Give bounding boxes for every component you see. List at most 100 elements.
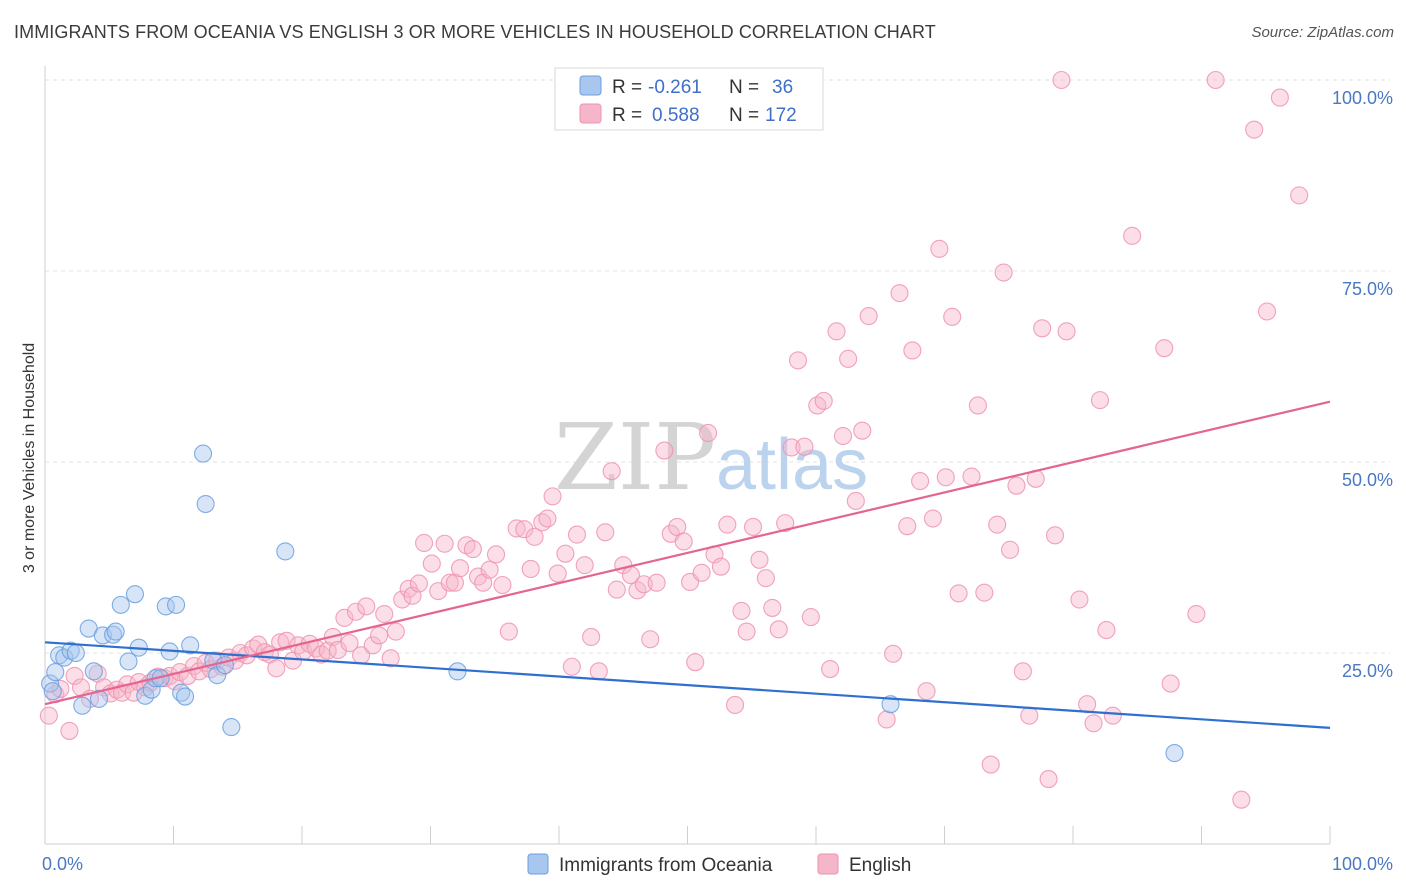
legend-n-value-english: 172	[765, 105, 797, 126]
series-legend-swatch-english	[817, 853, 839, 875]
oceania-point-35	[448, 662, 467, 681]
english-point-130	[839, 349, 858, 368]
english-point-148	[975, 583, 994, 602]
english-point-158	[1039, 770, 1058, 789]
english-point-134	[877, 710, 896, 729]
english-point-160	[1052, 70, 1071, 90]
english-point-114	[737, 622, 756, 641]
english-point-170	[1161, 674, 1180, 693]
english-point-136	[890, 284, 909, 303]
english-point-162	[1070, 590, 1089, 609]
oceania-point-16	[125, 585, 144, 604]
oceania-point-33	[222, 718, 241, 737]
oceania-point-7	[73, 696, 92, 715]
english-point-118	[763, 598, 782, 617]
english-point-66	[435, 534, 454, 553]
english-point-145	[949, 584, 968, 603]
english-point-150	[988, 515, 1007, 534]
english-point-116	[750, 550, 769, 569]
english-point-49	[335, 608, 354, 627]
english-point-125	[808, 396, 827, 415]
english-point-67	[440, 573, 459, 592]
english-point-140	[917, 682, 936, 701]
english-point-0	[39, 706, 58, 725]
english-point-120	[776, 514, 795, 533]
english-point-93	[602, 462, 621, 481]
english-point-99	[641, 630, 660, 649]
oceania-points	[41, 444, 1184, 763]
english-point-56	[375, 604, 394, 624]
english-point-107	[692, 563, 711, 582]
english-point-91	[589, 662, 608, 681]
english-point-85	[548, 564, 567, 583]
english-point-76	[493, 575, 512, 595]
english-points	[39, 70, 1309, 809]
source-label: Source: ZipAtlas.com	[1251, 24, 1394, 41]
english-point-92	[596, 523, 615, 542]
english-point-87	[562, 657, 581, 676]
english-point-69	[451, 559, 470, 578]
english-point-126	[814, 391, 833, 410]
english-point-37	[267, 659, 286, 678]
english-point-119	[769, 620, 788, 639]
english-point-39	[277, 631, 296, 650]
english-point-172	[1206, 70, 1225, 90]
english-point-133	[859, 307, 878, 326]
english-point-3	[60, 721, 79, 740]
series-legend-label-oceania: Immigrants from Oceania	[559, 855, 773, 876]
english-point-121	[782, 438, 801, 457]
watermark: ZIP atlas	[554, 404, 868, 511]
english-point-147	[968, 396, 987, 415]
trend-lines	[44, 400, 1331, 729]
english-point-132	[853, 421, 872, 440]
legend-n-label-english: N =	[729, 105, 759, 126]
english-point-81	[525, 527, 544, 546]
english-point-123	[795, 437, 814, 456]
y-tick-label-3: 100.0%	[1332, 88, 1393, 108]
oceania-point-12	[104, 625, 123, 644]
english-point-174	[1245, 120, 1264, 139]
english-point-79	[515, 520, 534, 539]
y-axis-label: 3 or more Vehicles in Household	[21, 343, 38, 573]
english-point-164	[1084, 714, 1103, 733]
english-point-173	[1232, 790, 1251, 809]
english-point-62	[409, 574, 428, 593]
english-point-161	[1057, 322, 1076, 341]
english-point-117	[756, 569, 775, 588]
english-point-86	[556, 544, 575, 563]
english-point-165	[1090, 391, 1110, 410]
english-point-101	[655, 441, 674, 460]
english-point-144	[943, 307, 962, 326]
english-point-100	[647, 573, 666, 592]
english-point-75	[486, 545, 506, 564]
oceania-point-26	[176, 687, 195, 706]
english-point-131	[846, 491, 865, 511]
english-point-166	[1097, 621, 1116, 640]
english-point-55	[370, 626, 389, 645]
oceania-point-31	[208, 666, 227, 685]
english-point-78	[507, 519, 526, 538]
y-tick-label-0: 25.0%	[1342, 661, 1393, 681]
y-tick-label-1: 50.0%	[1342, 470, 1393, 490]
english-point-137	[898, 517, 917, 536]
correlation-legend: R = -0.261 N = 36 R = 0.588 N = 172	[554, 67, 824, 131]
oceania-point-28	[194, 444, 213, 463]
english-point-151	[994, 263, 1013, 282]
english-point-104	[674, 532, 693, 551]
legend-r-label-english: R =	[612, 105, 642, 126]
english-point-146	[962, 467, 981, 486]
oceania-point-15	[119, 652, 138, 671]
english-point-122	[788, 351, 808, 370]
english-point-94	[607, 580, 626, 599]
legend-swatch-english	[579, 103, 602, 124]
oceania-point-1	[43, 682, 62, 701]
english-point-128	[827, 322, 846, 341]
oceania-point-6	[66, 643, 85, 663]
english-point-46	[318, 641, 337, 660]
english-point-110	[711, 557, 730, 576]
english-point-167	[1103, 706, 1122, 725]
english-point-64	[422, 554, 441, 573]
english-point-38	[271, 633, 290, 652]
y-tick-label-2: 75.0%	[1342, 279, 1393, 299]
